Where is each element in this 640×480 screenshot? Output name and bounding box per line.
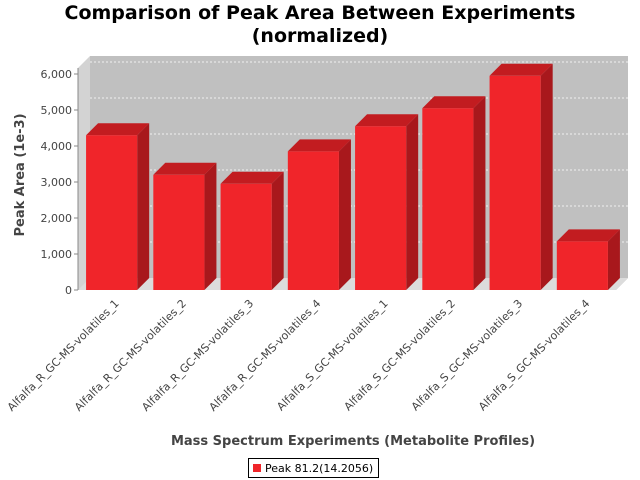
bar-front: [490, 76, 541, 290]
y-axis-label: Peak Area (1e-3): [13, 113, 28, 236]
bar-side: [204, 163, 216, 290]
x-axis-label: Mass Spectrum Experiments (Metabolite Pr…: [171, 434, 535, 449]
legend-label: Peak 81.2(14.2056): [265, 462, 373, 475]
y-tick-label: 6,000: [41, 68, 73, 81]
bar-front: [355, 126, 406, 290]
bar-front: [288, 151, 339, 290]
bar-front: [557, 241, 608, 290]
y-tick-label: 2,000: [41, 212, 73, 225]
bar-side: [541, 64, 553, 290]
legend-swatch: [253, 464, 261, 472]
bar-front: [221, 184, 272, 290]
bar: [422, 96, 485, 290]
bar-side: [339, 139, 351, 290]
x-tick-label: Alfalfa_R_GC-MS-volatiles_3: [139, 297, 256, 414]
y-tick-label: 5,000: [41, 104, 73, 117]
bar-front: [422, 108, 473, 290]
bar: [490, 64, 553, 290]
bar-side: [137, 123, 149, 290]
x-ticks: Alfalfa_R_GC-MS-volatiles_1Alfalfa_R_GC-…: [5, 297, 593, 414]
x-tick-label: Alfalfa_S_GC-MS-volatiles_4: [476, 297, 592, 413]
x-tick-label: Alfalfa_R_GC-MS-volatiles_2: [72, 297, 189, 414]
y-tick-label: 0: [65, 284, 72, 297]
bar: [557, 229, 620, 290]
bar: [221, 172, 284, 290]
bar: [153, 163, 216, 290]
bar-front: [86, 135, 137, 290]
bar-side: [473, 96, 485, 290]
x-tick-label: Alfalfa_R_GC-MS-volatiles_1: [5, 297, 122, 414]
y-tick-label: 1,000: [41, 248, 73, 261]
x-tick-label: Alfalfa_S_GC-MS-volatiles_2: [342, 297, 458, 413]
y-tick-label: 3,000: [41, 176, 73, 189]
x-tick-label: Alfalfa_S_GC-MS-volatiles_3: [409, 297, 525, 413]
bar: [86, 123, 149, 290]
legend: Peak 81.2(14.2056): [248, 458, 379, 478]
y-tick-label: 4,000: [41, 140, 73, 153]
x-tick-label: Alfalfa_R_GC-MS-volatiles_4: [207, 297, 324, 414]
bar-front: [153, 175, 204, 290]
bar: [355, 114, 418, 290]
bar-side: [406, 114, 418, 290]
y-ticks: 0 1,000 2,000 3,000 4,000 5,000 6,000: [41, 68, 79, 297]
x-tick-label: Alfalfa_S_GC-MS-volatiles_1: [274, 297, 390, 413]
bar: [288, 139, 351, 290]
bar-side: [272, 172, 284, 290]
